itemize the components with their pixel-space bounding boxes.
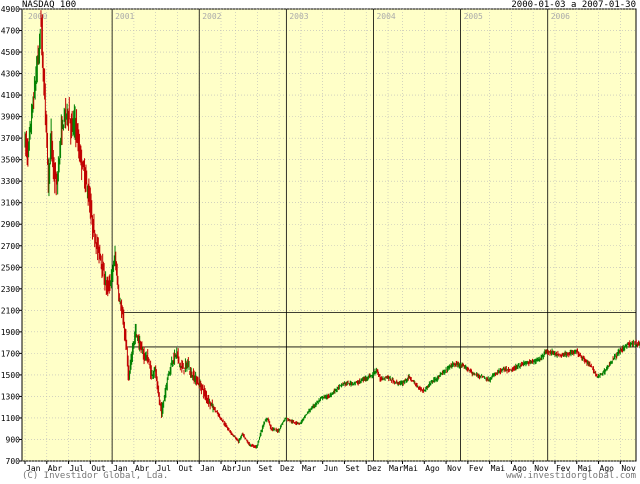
y-tick-label: 4100 [1,91,20,100]
y-tick-label: 2900 [1,220,20,229]
y-tick-label: 1100 [1,414,20,423]
x-tick-label: Ago [425,464,440,473]
plot-area [21,8,637,462]
y-tick-label: 4700 [1,27,20,36]
x-tick-label: Abr [135,464,150,473]
chart-title: NASDAQ 100 [22,0,76,10]
x-tick-label: Ago [600,464,615,473]
y-tick-label: 2300 [1,285,20,294]
date-range: 2000-01-03 a 2007-01-30 [511,0,636,10]
x-tick-label: Jan [200,464,215,473]
x-tick-label: Set [345,464,360,473]
x-tick-label: Ago [512,464,527,473]
x-tick-label: Abr [222,464,237,473]
candles-layer [24,10,640,449]
y-tick-label: 4900 [1,5,20,14]
year-label: 2004 [376,12,395,21]
y-tick-label: 3100 [1,199,20,208]
x-tick-label: Abr [48,464,63,473]
x-tick-label: Set [258,464,273,473]
y-tick-label: 3500 [1,156,20,165]
x-tick-label: Dez [367,464,382,473]
y-tick-label: 1500 [1,371,20,380]
year-label: 2006 [551,12,570,21]
y-tick-label: 2700 [1,242,20,251]
x-tick-label: Nov [447,464,462,473]
x-tick-label: Mai [491,464,506,473]
year-lines-layer: 2000 2001 2002 2003 2004 2005 2006 [28,9,570,461]
x-axis: Jan Abr Jul Out Jan Abr Jul Out Jan Abr Jun Set Dez M… [24,461,636,473]
year-label: 2003 [289,12,308,21]
x-tick-label: Mai [404,464,419,473]
year-label: 2001 [115,12,134,21]
x-tick-label: Mar [302,464,317,473]
x-tick-label: Fev [469,464,484,473]
x-tick-label: Fev [556,464,571,473]
x-tick-label: Jul [157,464,172,473]
x-tick-label: Nov [621,464,636,473]
x-tick-label: Out [178,464,193,473]
x-tick-label: Mai [578,464,593,473]
x-tick-label: Mar [389,464,404,473]
year-label: 2002 [202,12,221,21]
credit-left: (C) Investidor Global, Lda. [22,471,168,480]
x-tick-label: Jan [113,464,128,473]
y-tick-label: 1900 [1,328,20,337]
y-tick-label: 1300 [1,392,20,401]
x-tick-label: Nov [534,464,549,473]
y-axis: 700 900 1100 1300 1500 1700 1900 2100 2300 2500 27… [1,5,22,466]
grid-layer [22,8,636,462]
year-label: 2000 [28,12,47,21]
credit-right: www.investidorglobal.com [506,471,636,480]
y-tick-label: 2100 [1,306,20,315]
x-tick-label: Dez [280,464,295,473]
y-tick-label: 3300 [1,177,20,186]
y-tick-label: 900 [6,435,21,444]
reference-lines-layer [123,312,636,348]
y-tick-label: 4500 [1,48,20,57]
x-tick-label: Jan [26,464,41,473]
x-tick-label: Jul [70,464,85,473]
x-tick-label: Out [91,464,106,473]
y-tick-label: 2500 [1,263,20,272]
y-tick-label: 700 [6,457,21,466]
y-tick-label: 4300 [1,70,20,79]
x-tick-label: Jun [324,464,339,473]
y-tick-label: 1700 [1,349,20,358]
x-tick-label: Jun [237,464,252,473]
y-tick-label: 3900 [1,113,20,122]
y-tick-label: 3700 [1,134,20,143]
year-label: 2005 [464,12,483,21]
